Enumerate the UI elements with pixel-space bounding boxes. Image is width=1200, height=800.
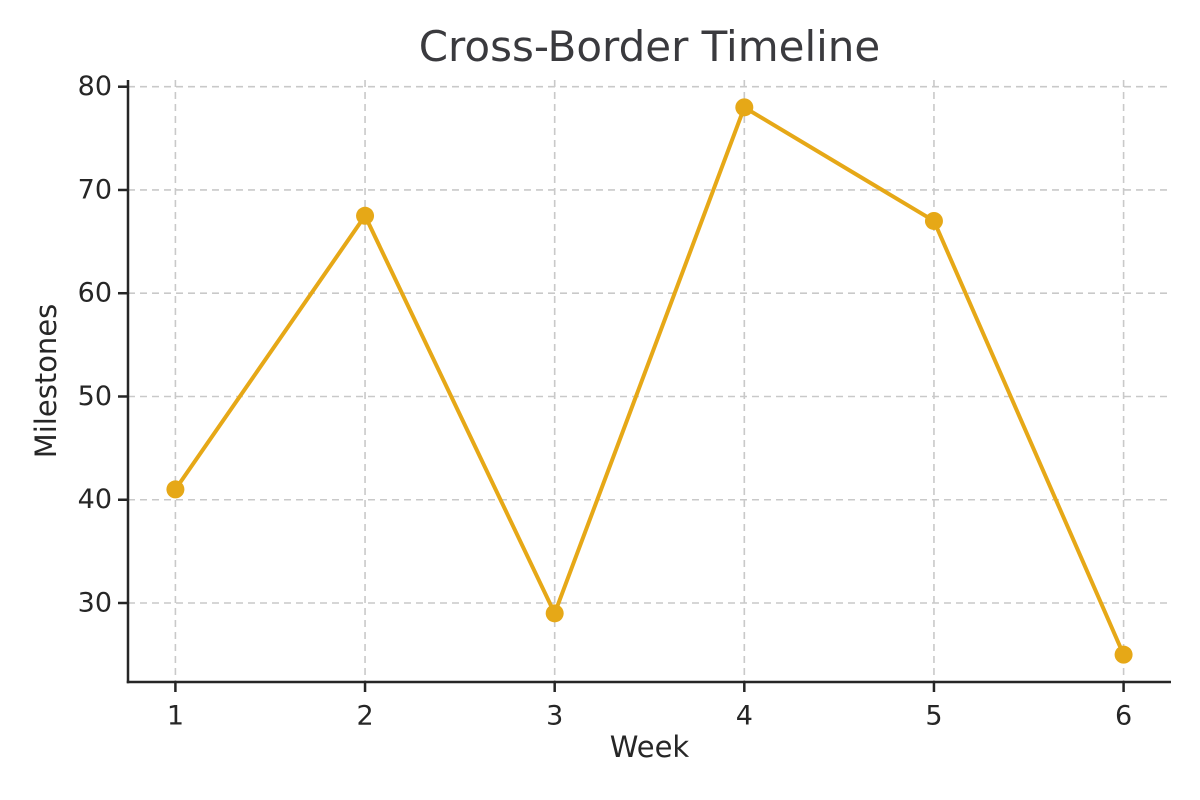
x-tick-label: 5 — [925, 701, 942, 732]
data-markers — [166, 98, 1133, 664]
chart-title: Cross-Border Timeline — [418, 22, 881, 71]
y-tick-label: 40 — [78, 484, 112, 515]
axis-ticks: 30 40 50 60 70 80 1 2 3 4 5 6 — [78, 71, 1133, 731]
data-point-marker — [924, 211, 943, 230]
grid-lines — [128, 80, 1171, 682]
y-tick-label: 70 — [78, 174, 112, 205]
data-point-marker — [166, 480, 185, 499]
x-axis-label: Week — [609, 730, 690, 764]
axis-spines — [126, 80, 1171, 684]
x-tick-label: 4 — [736, 701, 753, 732]
y-tick-label: 50 — [78, 381, 112, 412]
x-tick-label: 1 — [167, 701, 184, 732]
data-point-marker — [545, 604, 564, 623]
y-tick-label: 80 — [78, 71, 112, 102]
y-tick-label: 60 — [78, 278, 112, 309]
x-tick-label: 2 — [356, 701, 373, 732]
y-tick-label: 30 — [78, 588, 112, 619]
data-line — [173, 105, 1126, 657]
data-point-marker — [356, 206, 375, 225]
data-point-marker — [1114, 645, 1133, 664]
x-tick-label: 6 — [1115, 701, 1132, 732]
data-point-marker — [735, 98, 754, 117]
x-tick-label: 3 — [546, 701, 563, 732]
